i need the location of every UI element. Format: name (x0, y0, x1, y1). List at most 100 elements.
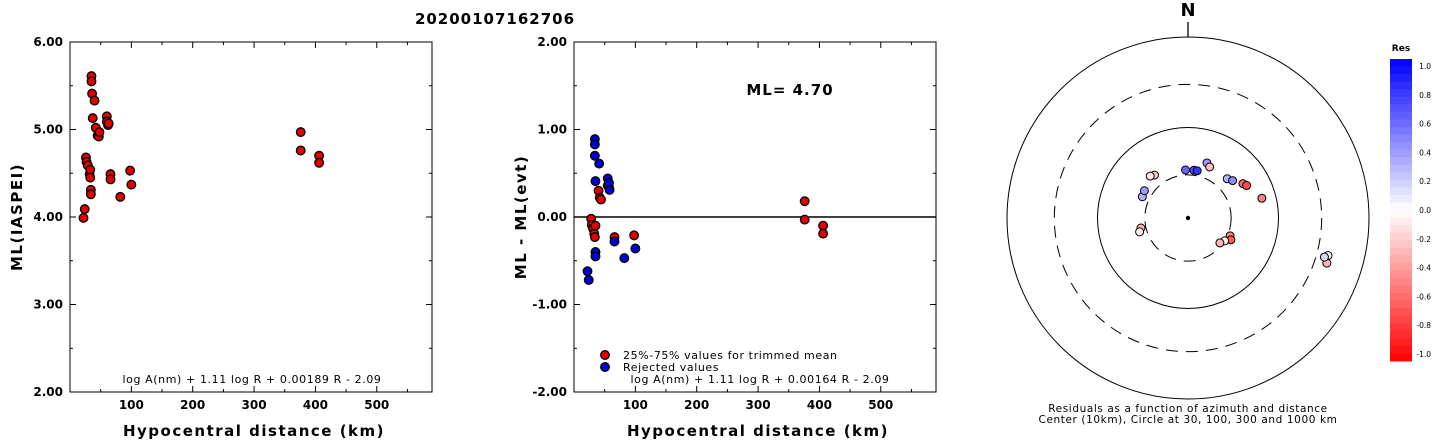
colorbar-tick-label: 0.8 (1419, 91, 1431, 100)
data-point (94, 127, 105, 138)
data-point (105, 174, 116, 185)
station-residual-point (1242, 181, 1252, 191)
map-caption-line: Residuals as a function of azimuth and d… (1048, 403, 1328, 415)
colorbar-tick-label: 1.0 (1419, 62, 1431, 71)
data-point (85, 189, 96, 200)
data-point (126, 179, 137, 190)
plot-frame (69, 41, 433, 393)
data-point (609, 236, 620, 247)
data-point (78, 212, 89, 223)
colorbar-segment (1390, 247, 1412, 256)
legend-label: Rejected values (623, 361, 719, 374)
x-tick-label: 100 (623, 398, 648, 412)
colorbar-segment (1390, 179, 1412, 188)
y-tick-label: -2.00 (532, 385, 567, 399)
colorbar-segment (1390, 66, 1412, 75)
distance-ring (1053, 83, 1323, 353)
y-tick-label: 6.00 (33, 35, 63, 49)
data-point (799, 214, 810, 225)
colorbar-segment (1390, 277, 1412, 286)
data-point (89, 95, 100, 106)
station-residual-point (1145, 171, 1155, 181)
data-point (582, 266, 593, 277)
distance-ring (1097, 127, 1279, 309)
colorbar-segment (1390, 119, 1412, 128)
station-residual-point (1205, 162, 1215, 172)
distance-ring (1144, 174, 1232, 262)
data-point (85, 172, 96, 183)
data-point (630, 243, 641, 254)
colorbar-segment (1390, 81, 1412, 90)
data-point (79, 204, 90, 215)
colorbar-segment (1390, 164, 1412, 173)
y-tick-label: 3.00 (33, 298, 63, 312)
residual-vs-distance-panel: 100 200 300 400 500 -2.00 -1.00 0.00 1.00 2.00 Hyp… (512, 35, 937, 440)
x-tick-label: 400 (303, 398, 328, 412)
azimuth-residual-map-panel: N Residuals as a function of azimuth and … (1006, 0, 1431, 426)
station-residual-point (1215, 238, 1225, 248)
data-point (590, 176, 601, 187)
north-label: N (1180, 0, 1195, 21)
x-tick-label: 300 (242, 398, 267, 412)
colorbar-tick-label: 0.0 (1419, 206, 1431, 215)
y-tick-label: 0.00 (537, 210, 567, 224)
colorbar-segment (1390, 111, 1412, 120)
x-tick-label: 100 (119, 398, 144, 412)
data-point (314, 157, 325, 168)
y-tick-label: -1.00 (532, 298, 567, 312)
x-tick-label: 200 (684, 398, 709, 412)
y-tick-label: 1.00 (537, 123, 567, 137)
station-residual-point (1192, 166, 1202, 176)
colorbar-segment (1390, 255, 1412, 264)
colorbar-tick-label: -0.2 (1416, 235, 1431, 244)
data-point (115, 191, 126, 202)
data-point (295, 127, 306, 138)
colorbar-tick-label: 0.4 (1419, 148, 1431, 157)
y-tick-label: 4.00 (33, 210, 63, 224)
colorbar-tick-label: -1.0 (1416, 350, 1431, 359)
data-point (589, 139, 600, 150)
colorbar-segment (1390, 262, 1412, 271)
legend-marker (600, 350, 610, 360)
colorbar-tick-label: 0.2 (1419, 177, 1431, 186)
legend-label: 25%-75% values for trimmed mean (623, 349, 838, 362)
data-point (86, 76, 97, 87)
data-point (590, 251, 601, 262)
colorbar-segment (1390, 149, 1412, 158)
data-point (103, 118, 114, 129)
colorbar-segment (1390, 142, 1412, 151)
station-residual-point (1319, 252, 1329, 262)
colorbar-tick-label: -0.4 (1416, 264, 1431, 273)
map-caption-line: Center (10km), Circle at 30, 100, 300 an… (1039, 414, 1338, 426)
colorbar-segment (1390, 345, 1412, 354)
colorbar-segment (1390, 89, 1412, 98)
formula-annotation: log A(nm) + 1.11 log R + 0.00189 R - 2.0… (122, 373, 381, 386)
station-residual-point (1228, 176, 1238, 186)
legend-marker (600, 362, 610, 372)
data-point (799, 196, 810, 207)
colorbar-segment (1390, 202, 1412, 211)
colorbar-segment (1390, 285, 1412, 294)
y-tick-label: 2.00 (537, 35, 567, 49)
data-point (818, 228, 829, 239)
x-tick-label: 200 (180, 398, 205, 412)
formula-annotation: log A(nm) + 1.11 log R + 0.00164 R - 2.0… (630, 373, 889, 386)
data-point (589, 232, 600, 243)
colorbar-segment (1390, 74, 1412, 83)
station-residual-point (1135, 227, 1145, 237)
data-point (125, 165, 136, 176)
colorbar-segment (1390, 104, 1412, 113)
colorbar-segment (1390, 353, 1412, 362)
colorbar-segment (1390, 157, 1412, 166)
colorbar-segment (1390, 293, 1412, 302)
data-point (590, 220, 601, 231)
colorbar-segment (1390, 172, 1412, 181)
y-axis-label: ML(IASPEI) (8, 163, 26, 271)
data-point (604, 184, 615, 195)
x-tick-label: 300 (746, 398, 771, 412)
colorbar-segment (1390, 308, 1412, 317)
data-point (629, 230, 640, 241)
colorbar-segment (1390, 187, 1412, 196)
colorbar-segment (1390, 225, 1412, 234)
